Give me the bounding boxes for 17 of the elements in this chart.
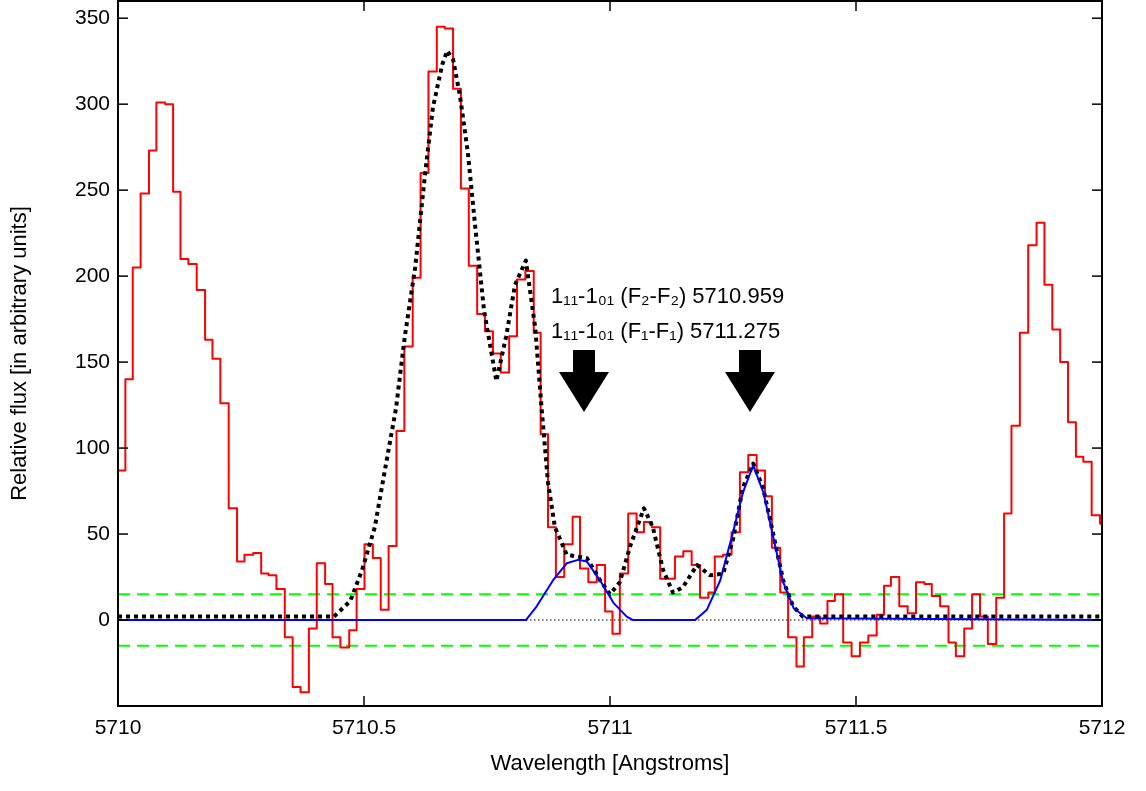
y-tick-label: 200 xyxy=(74,262,110,286)
x-tick-label: 5711.5 xyxy=(824,714,888,738)
y-tick-label: 50 xyxy=(86,520,110,544)
y-tick-label: 250 xyxy=(74,176,110,200)
x-tick-label: 5710.5 xyxy=(331,714,397,738)
x-tick-label: 5710 xyxy=(94,714,142,738)
y-tick-label: 300 xyxy=(74,90,110,114)
y-tick-label: 0 xyxy=(98,606,110,630)
annotation: 1₁₁-1₀₁ (F₁-F₁) 5711.275 xyxy=(551,318,781,343)
y-tick-label: 150 xyxy=(74,348,110,372)
y-tick-label: 100 xyxy=(74,434,110,458)
x-tick-label: 5712 xyxy=(1078,714,1126,738)
y-axis-title: Relative flux [in arbitrary units] xyxy=(6,206,31,501)
y-tick-label: 350 xyxy=(74,4,110,28)
x-axis-title: Wavelength [Angstroms] xyxy=(490,750,730,775)
annotation: 1₁₁-1₀₁ (F₂-F₂) 5710.959 xyxy=(551,283,785,308)
x-tick-label: 5711 xyxy=(587,714,633,738)
